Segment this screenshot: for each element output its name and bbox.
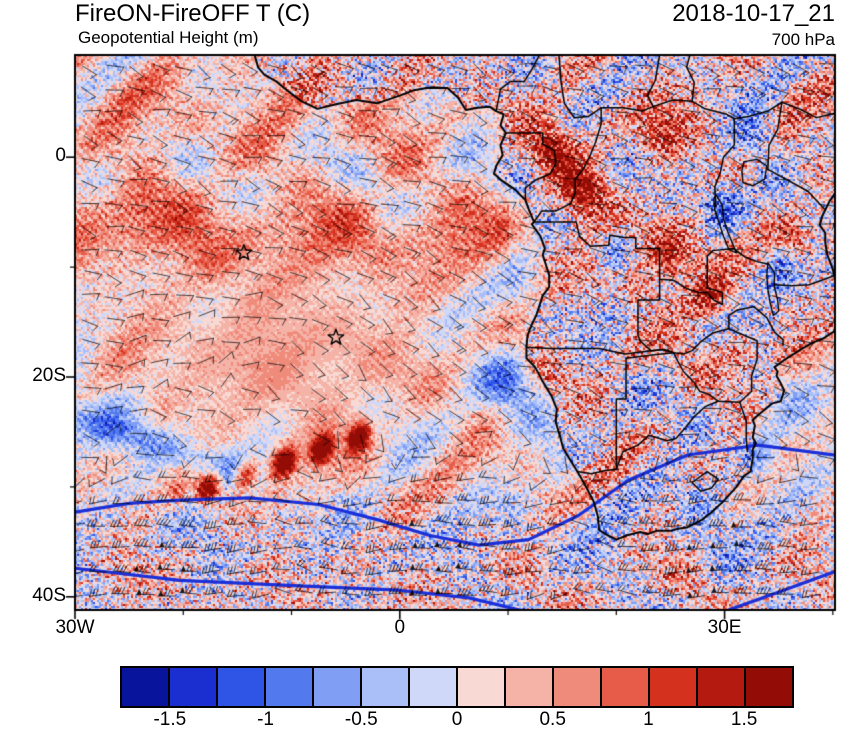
lat-tick-label-2: 40S [32,584,66,606]
colorbar [120,666,794,708]
colorbar-box-8 [506,668,554,706]
colorbar-tick-label-0: -1.5 [153,709,187,730]
colorbar-box-9 [554,668,602,706]
pressure-level-label: 700 hPa [771,30,835,49]
colorbar-box-12 [698,668,746,706]
colorbar-box-1 [170,668,218,706]
overlay-field-label: Geopotential Height (m) [78,28,259,47]
colorbar-box-13 [746,668,792,706]
colorbar-tick-label-3: 0 [451,709,463,730]
colorbar-tick-label-4: 0.5 [539,709,566,730]
colorbar-box-2 [218,668,266,706]
lon-tick-label-0: 30W [55,617,95,638]
colorbar-box-6 [410,668,458,706]
page-title: FireON-FireOFF T (C) [75,0,311,27]
colorbar-box-4 [314,668,362,706]
colorbar-tick-label-2: -0.5 [344,709,378,730]
colorbar-tick-label-6: 1.5 [730,709,758,730]
colorbar-box-10 [602,668,650,706]
valid-time-label: 2018-10-17_21 [672,0,835,27]
colorbar-box-7 [458,668,506,706]
colorbar-box-0 [122,668,170,706]
colorbar-tick-label-1: -1 [257,709,275,730]
colorbar-box-11 [650,668,698,706]
colorbar-tick-label-5: 1 [643,709,654,730]
lat-tick-label-0: 0 [55,145,66,167]
lon-tick-label-2: 30E [707,617,742,638]
colorbar-box-3 [266,668,314,706]
lat-tick-label-1: 20S [32,365,66,386]
colorbar-box-5 [362,668,410,706]
lon-tick-label-1: 0 [394,617,406,638]
